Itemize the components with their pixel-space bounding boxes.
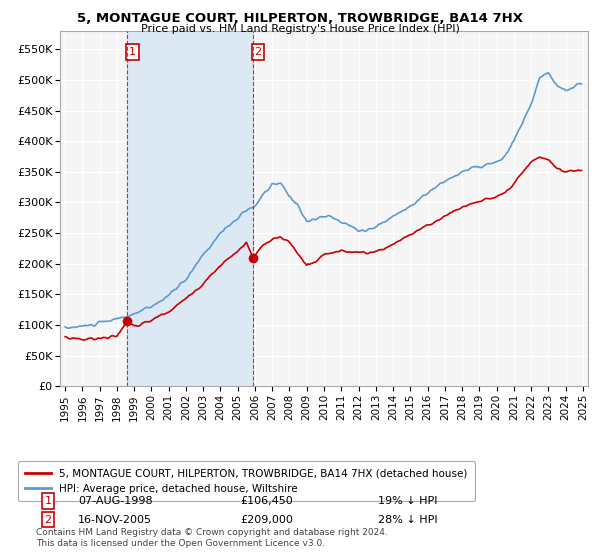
Text: Contains HM Land Registry data © Crown copyright and database right 2024.
This d: Contains HM Land Registry data © Crown c…	[36, 528, 388, 548]
Text: £209,000: £209,000	[240, 515, 293, 525]
Text: 1: 1	[129, 47, 136, 57]
Text: Price paid vs. HM Land Registry's House Price Index (HPI): Price paid vs. HM Land Registry's House …	[140, 24, 460, 34]
Text: 2: 2	[254, 47, 262, 57]
Text: 07-AUG-1998: 07-AUG-1998	[78, 496, 152, 506]
Text: 2: 2	[44, 515, 52, 525]
Text: £106,450: £106,450	[240, 496, 293, 506]
Legend: 5, MONTAGUE COURT, HILPERTON, TROWBRIDGE, BA14 7HX (detached house), HPI: Averag: 5, MONTAGUE COURT, HILPERTON, TROWBRIDGE…	[18, 461, 475, 501]
Bar	[127, 31, 253, 386]
Text: 1: 1	[44, 496, 52, 506]
Text: 5, MONTAGUE COURT, HILPERTON, TROWBRIDGE, BA14 7HX: 5, MONTAGUE COURT, HILPERTON, TROWBRIDGE…	[77, 12, 523, 25]
Text: 28% ↓ HPI: 28% ↓ HPI	[378, 515, 437, 525]
Text: 19% ↓ HPI: 19% ↓ HPI	[378, 496, 437, 506]
Text: 16-NOV-2005: 16-NOV-2005	[78, 515, 152, 525]
